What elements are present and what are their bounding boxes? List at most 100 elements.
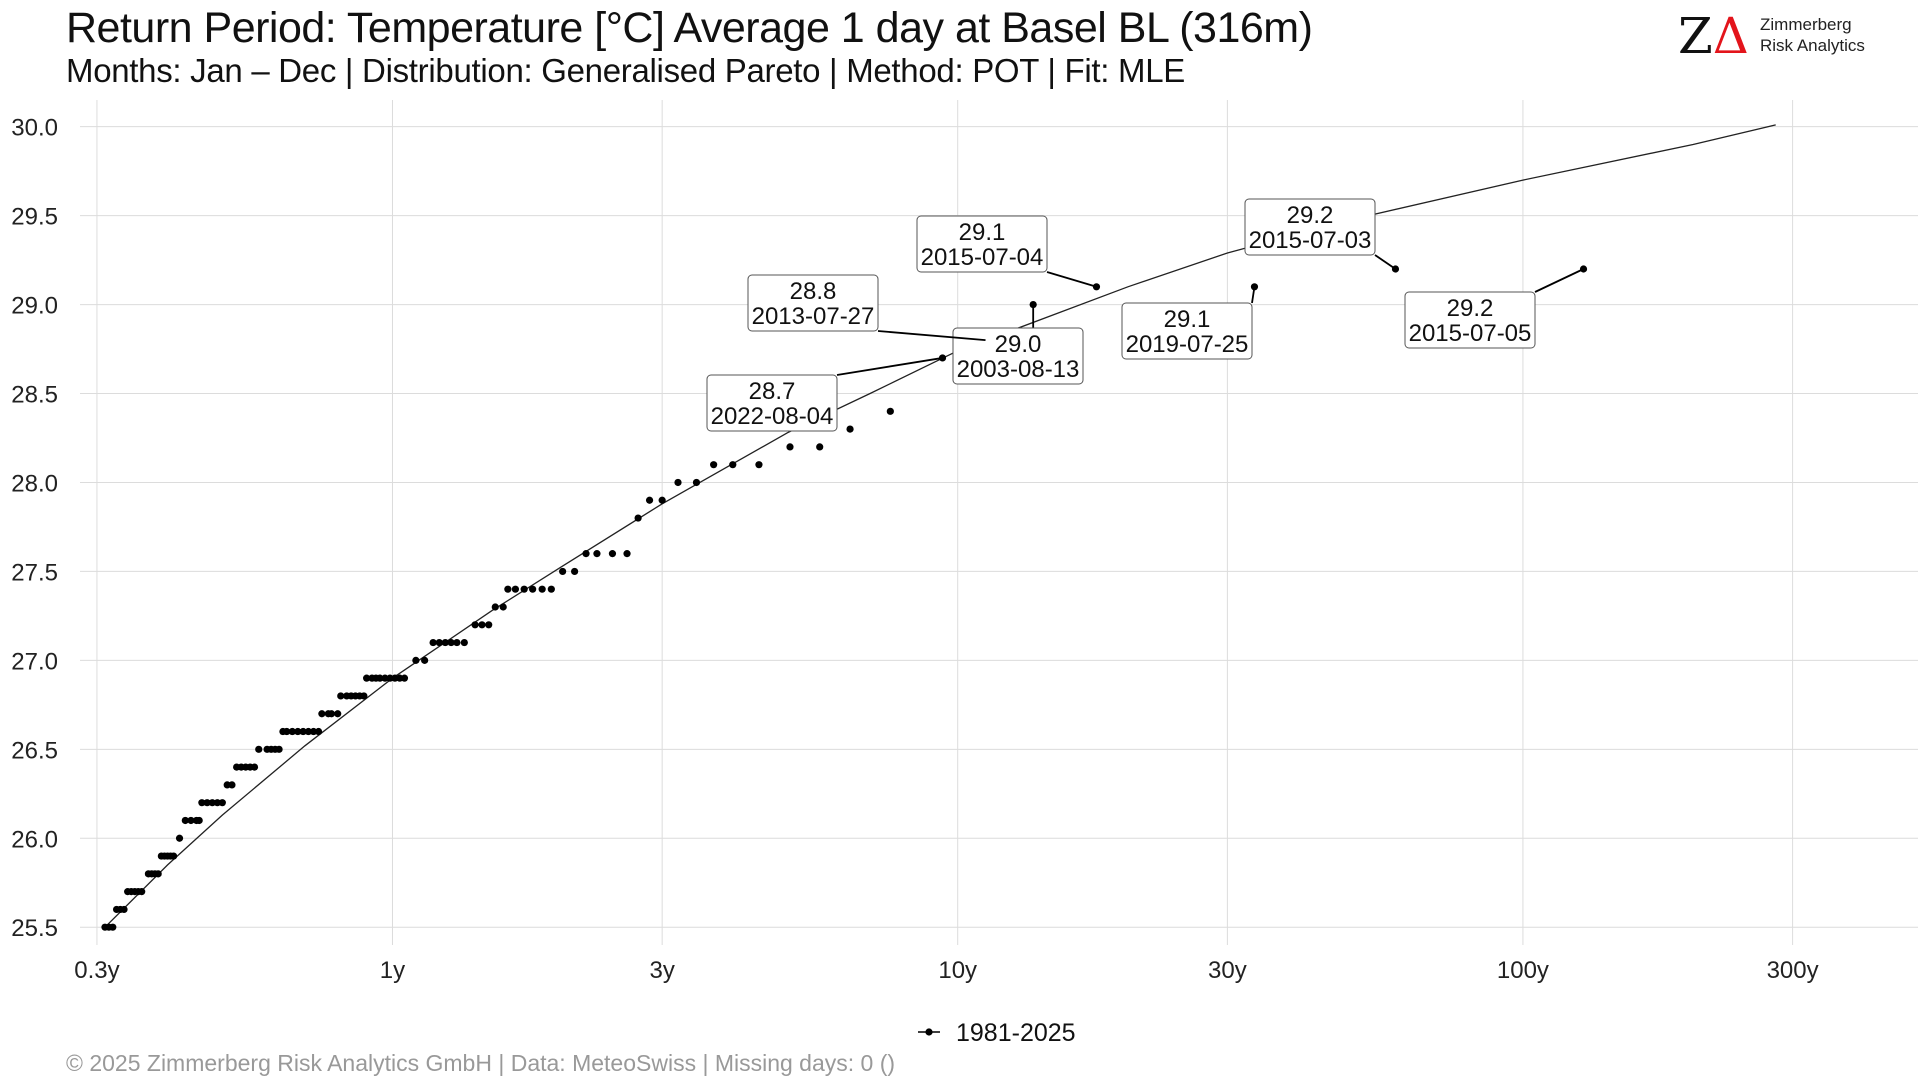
data-point — [429, 638, 437, 647]
data-point — [435, 638, 443, 647]
annotation-box — [747, 274, 879, 332]
data-point — [471, 621, 479, 629]
x-tick-label: 100y — [1497, 957, 1549, 984]
data-points — [101, 265, 1588, 931]
data-point — [729, 461, 737, 469]
data-point — [499, 603, 507, 611]
logo-mark: ZΔ — [1678, 10, 1749, 62]
annotation-value: 29.1 — [1164, 306, 1211, 333]
data-point — [692, 478, 701, 487]
y-tick-label: 26.0 — [11, 826, 58, 853]
data-point — [816, 443, 824, 451]
data-point — [255, 745, 263, 753]
annotation-box — [1244, 198, 1376, 256]
data-point — [755, 461, 763, 469]
data-point — [203, 799, 211, 807]
annotation-box — [952, 327, 1084, 385]
data-point — [360, 692, 368, 700]
x-tick-label: 0.3y — [74, 957, 119, 984]
legend-label: 1981-2025 — [956, 1019, 1076, 1047]
data-point — [674, 478, 682, 487]
data-point — [381, 674, 389, 682]
data-point — [786, 443, 794, 451]
data-point — [283, 727, 291, 736]
data-point — [275, 745, 283, 753]
y-tick-label: 29.0 — [11, 293, 58, 320]
data-point — [299, 727, 307, 736]
y-tick-label: 27.0 — [11, 648, 58, 675]
annotation-box — [1121, 302, 1253, 360]
fit-curve — [104, 124, 1776, 928]
data-point — [529, 585, 537, 593]
grid-lines — [80, 100, 1918, 945]
annotation-value: 29.0 — [995, 331, 1042, 358]
data-point — [582, 550, 590, 558]
annotation-date: 2003-08-13 — [957, 356, 1080, 383]
logo-line-1: Zimmerberg — [1760, 15, 1852, 34]
data-point — [846, 425, 854, 433]
y-tick-label: 29.5 — [11, 204, 58, 231]
data-point — [485, 621, 493, 629]
y-tick-label: 30.0 — [11, 115, 58, 142]
data-point — [208, 799, 216, 807]
data-point — [412, 656, 420, 664]
data-point — [294, 727, 302, 736]
annotation-leader — [1046, 271, 1097, 288]
data-point — [658, 496, 666, 504]
annotation-value: 28.8 — [790, 278, 837, 305]
annotation-leader — [1534, 268, 1584, 293]
data-point — [547, 585, 555, 593]
data-point — [109, 923, 117, 931]
annotation-leader — [877, 330, 986, 342]
data-point — [195, 816, 203, 825]
footer-credit: © 2025 Zimmerberg Risk Analytics GmbH | … — [66, 1050, 896, 1076]
data-point — [250, 763, 259, 771]
x-tick-label: 3y — [649, 957, 674, 984]
annotation-leader — [1374, 254, 1396, 270]
data-point — [478, 621, 486, 629]
data-point — [938, 354, 947, 362]
data-point — [453, 638, 461, 647]
data-point — [170, 852, 178, 860]
y-tick-label: 25.5 — [11, 915, 58, 942]
data-point — [181, 816, 189, 825]
data-point — [334, 710, 342, 718]
data-point — [886, 407, 894, 415]
annotation-value: 28.7 — [749, 378, 796, 405]
data-point — [198, 799, 206, 807]
annotation-leader — [1251, 286, 1256, 304]
annotation-date: 2013-07-27 — [752, 303, 875, 330]
data-point — [175, 834, 184, 842]
annotation-value: 29.2 — [1447, 295, 1494, 322]
chart-subtitle: Months: Jan – Dec | Distribution: Genera… — [66, 52, 1185, 89]
annotation-date: 2015-07-03 — [1249, 227, 1372, 254]
data-point — [645, 496, 654, 504]
legend-marker — [925, 1028, 933, 1036]
annotation-date: 2022-08-04 — [711, 403, 834, 430]
data-point — [363, 674, 371, 682]
data-point — [538, 585, 546, 593]
annotation-value: 29.1 — [959, 219, 1006, 246]
data-point — [441, 638, 449, 647]
data-point — [288, 727, 296, 736]
data-point — [593, 550, 601, 558]
data-point — [559, 567, 567, 576]
data-point — [304, 727, 313, 736]
data-point — [314, 727, 323, 736]
chart-legend: 1981-2025 — [918, 1019, 1076, 1047]
logo-line-2: Risk Analytics — [1760, 36, 1865, 55]
x-tick-label: 30y — [1208, 957, 1247, 984]
annotation-date: 2015-07-05 — [1409, 320, 1532, 347]
data-point — [710, 461, 718, 469]
data-point — [228, 781, 236, 789]
data-point — [571, 567, 579, 576]
x-tick-label: 10y — [938, 957, 977, 984]
data-point — [421, 656, 429, 664]
data-point — [376, 674, 384, 682]
y-tick-label: 28.0 — [11, 470, 58, 497]
